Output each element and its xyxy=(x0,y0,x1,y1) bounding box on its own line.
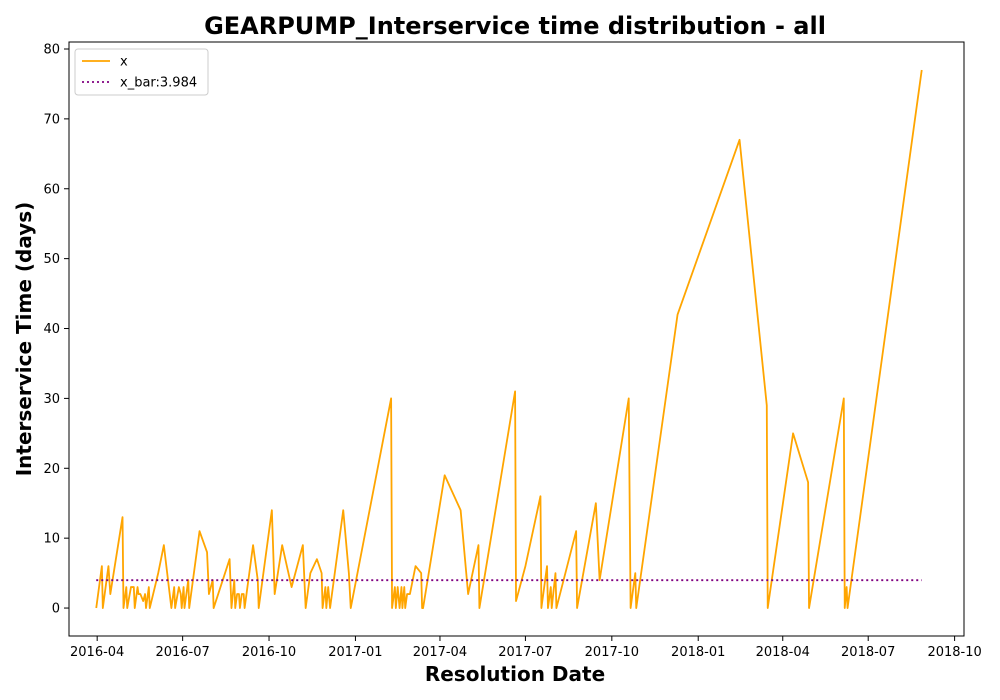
y-tick-label: 70 xyxy=(43,112,60,127)
legend: x x_bar:3.984 xyxy=(74,48,209,96)
y-tick-label: 10 xyxy=(43,532,60,547)
y-tick-label: 30 xyxy=(43,392,60,407)
series-line-0 xyxy=(95,69,923,609)
x-tick-label: 2018-07 xyxy=(841,645,895,660)
y-axis-label: Interservice Time (days) xyxy=(12,202,36,477)
y-tick-label: 0 xyxy=(52,602,60,617)
y-tick-label: 20 xyxy=(43,462,60,477)
x-tick-label: 2018-04 xyxy=(756,645,810,660)
y-tick-label: 80 xyxy=(43,42,60,57)
y-tick-label: 60 xyxy=(43,182,60,197)
x-tick-label: 2017-01 xyxy=(328,645,382,660)
x-axis: 2016-04 2016-07 2016-10 2017-01 2017-04 2017-… xyxy=(70,636,982,660)
x-axis-label: Resolution Date xyxy=(425,662,605,686)
x-tick-label: 2017-04 xyxy=(413,645,467,660)
x-tick-label: 2017-07 xyxy=(498,645,552,660)
series-group xyxy=(95,69,923,609)
y-tick-label: 50 xyxy=(43,252,60,267)
plot-area xyxy=(68,41,965,637)
y-axis: 0 10 20 30 40 50 60 70 80 xyxy=(43,42,69,617)
x-tick-label: 2017-10 xyxy=(585,645,639,660)
legend-label-0: x xyxy=(120,55,128,70)
y-tick-label: 40 xyxy=(43,322,60,337)
x-tick-label: 2018-10 xyxy=(927,645,981,660)
chart-title: GEARPUMP_Interservice time distribution … xyxy=(204,12,826,40)
legend-label-1: x_bar:3.984 xyxy=(120,76,197,91)
x-tick-label: 2016-07 xyxy=(155,645,209,660)
plot-frame xyxy=(68,41,965,637)
x-tick-label: 2016-04 xyxy=(70,645,124,660)
x-tick-label: 2018-01 xyxy=(671,645,725,660)
x-tick-label: 2016-10 xyxy=(242,645,296,660)
